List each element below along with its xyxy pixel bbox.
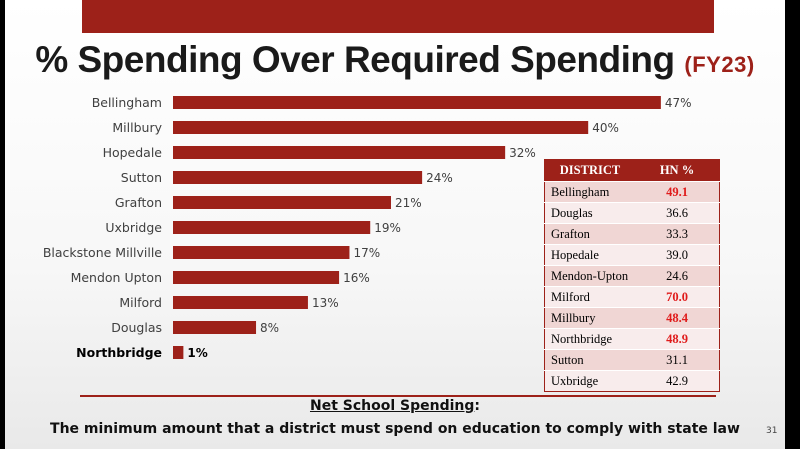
district-cell: Hopedale <box>544 244 635 266</box>
definition-text: The minimum amount that a district must … <box>50 421 740 437</box>
column-header-hn: HN % <box>635 159 720 182</box>
slide: % Spending Over Required Spending (FY23)… <box>5 0 785 449</box>
table-row: Northbridge 48.9 <box>544 328 720 350</box>
hn-percent-cell: 24.6 <box>635 265 720 287</box>
title-suffix: (FY23) <box>684 52 755 77</box>
bar <box>173 96 661 109</box>
category-label: Milford <box>119 295 162 310</box>
district-cell: Millbury <box>544 307 635 329</box>
category-label: Northbridge <box>76 345 162 360</box>
table-row: Uxbridge 42.9 <box>544 370 720 392</box>
category-label: Millbury <box>112 120 162 135</box>
district-cell: Sutton <box>544 349 635 371</box>
bar <box>173 221 371 234</box>
slide-title: % Spending Over Required Spending (FY23) <box>5 39 785 81</box>
bar <box>173 271 340 284</box>
data-label: 24% <box>426 171 453 185</box>
table-header-row: DISTRICT HN % <box>544 159 720 182</box>
definition-colon: : <box>474 398 481 414</box>
hn-percent-cell: 36.6 <box>635 202 720 224</box>
category-label: Uxbridge <box>105 220 162 235</box>
table-body: Bellingham 49.1 Douglas 36.6 Grafton 33.3 Hope… <box>544 181 720 392</box>
data-label: 32% <box>509 146 536 160</box>
district-table: DISTRICT HN % Bellingham 49.1 Douglas 36.6 G… <box>544 159 720 392</box>
hn-percent-cell: 39.0 <box>635 244 720 266</box>
hn-percent-cell: 70.0 <box>635 286 720 308</box>
table-row: Sutton 31.1 <box>544 349 720 371</box>
district-cell: Grafton <box>544 223 635 245</box>
page-number: 31 <box>766 426 778 436</box>
bar <box>173 346 184 359</box>
title-main: % Spending Over Required Spending <box>35 39 675 80</box>
hn-percent-cell: 31.1 <box>635 349 720 371</box>
district-cell: Milford <box>544 286 635 308</box>
hn-percent-cell: 49.1 <box>635 181 720 203</box>
category-label: Sutton <box>121 170 162 185</box>
data-label: 40% <box>592 121 619 135</box>
category-label: Bellingham <box>92 95 162 110</box>
data-label: 19% <box>374 221 401 235</box>
header-bar <box>82 0 714 33</box>
hn-percent-cell: 33.3 <box>635 223 720 245</box>
data-label: 47% <box>665 96 692 110</box>
table-row: Millbury 48.4 <box>544 307 720 329</box>
table-row: Hopedale 39.0 <box>544 244 720 266</box>
bar <box>173 121 589 134</box>
district-cell: Bellingham <box>544 181 635 203</box>
category-label: Mendon Upton <box>71 270 162 285</box>
hn-percent-cell: 42.9 <box>635 370 720 392</box>
category-label: Grafton <box>115 195 162 210</box>
data-label: 17% <box>353 246 380 260</box>
definition-title: Net School Spending: <box>5 398 785 414</box>
bar <box>173 296 308 309</box>
definition-term: Net School Spending <box>309 398 475 414</box>
table-row: Milford 70.0 <box>544 286 720 308</box>
data-label: 1% <box>187 346 207 360</box>
divider-line <box>80 395 716 397</box>
bar <box>173 196 391 209</box>
category-label: Douglas <box>111 320 162 335</box>
district-cell: Uxbridge <box>544 370 635 392</box>
table-row: Douglas 36.6 <box>544 202 720 224</box>
table-row: Mendon-Upton 24.6 <box>544 265 720 287</box>
hn-percent-cell: 48.9 <box>635 328 720 350</box>
bar <box>173 146 506 159</box>
category-label: Blackstone Millville <box>43 245 162 260</box>
bar <box>173 246 350 259</box>
table-row: Bellingham 49.1 <box>544 181 720 203</box>
hn-percent-cell: 48.4 <box>635 307 720 329</box>
bar <box>173 321 257 334</box>
bar-chart: Bellingham 47% Millbury 40% Hopedale 32% Sutto… <box>43 95 692 360</box>
data-label: 16% <box>343 271 370 285</box>
data-label: 21% <box>395 196 422 210</box>
district-cell: Douglas <box>544 202 635 224</box>
district-cell: Mendon-Upton <box>544 265 635 287</box>
district-cell: Northbridge <box>544 328 635 350</box>
data-label: 13% <box>312 296 339 310</box>
data-label: 8% <box>260 321 279 335</box>
table-row: Grafton 33.3 <box>544 223 720 245</box>
bar <box>173 171 423 184</box>
category-label: Hopedale <box>103 145 163 160</box>
column-header-district: DISTRICT <box>544 159 635 182</box>
